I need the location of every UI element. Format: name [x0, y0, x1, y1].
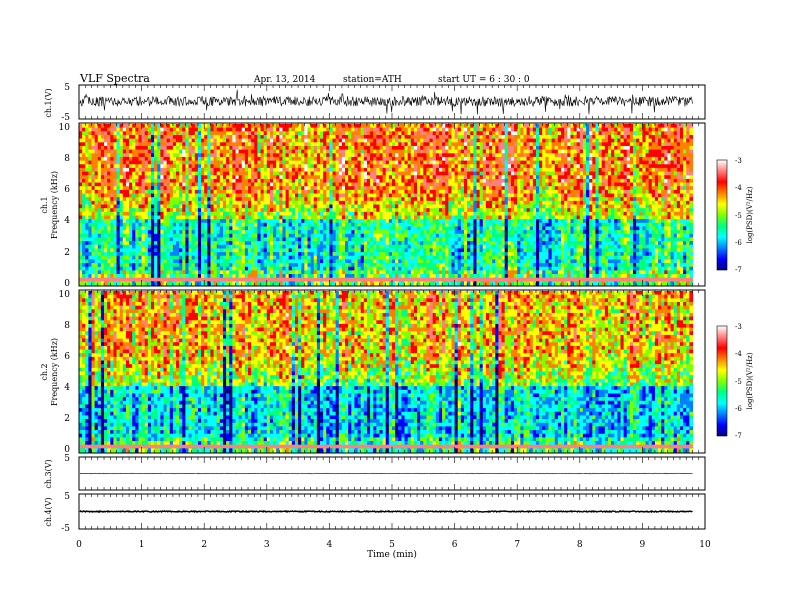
- ch1-spectrogram-heatmap: [79, 124, 693, 286]
- ch1-ytick-top: 5: [64, 83, 70, 93]
- date-label: Apr. 13, 2014: [253, 75, 316, 85]
- ch1-ylabel: ch.1(V): [44, 88, 53, 117]
- start-time-label: start UT = 6 : 30 : 0: [438, 75, 530, 85]
- ch1-spectrogram-panel: 10 8 6 4 2 0 ch.1 Frequency (kHz) -3 -4 …: [40, 123, 754, 289]
- figure-title: VLF Spectra: [79, 72, 150, 85]
- figure-header: VLF Spectra Apr. 13, 2014 station=ATH st…: [79, 72, 530, 85]
- ch1-waveform-line: [80, 90, 693, 115]
- ch1-ytick-bottom: -5: [61, 113, 70, 123]
- ch1-waveform-panel: 5 -5 ch.1(V): [44, 83, 705, 123]
- station-label: station=ATH: [343, 75, 402, 85]
